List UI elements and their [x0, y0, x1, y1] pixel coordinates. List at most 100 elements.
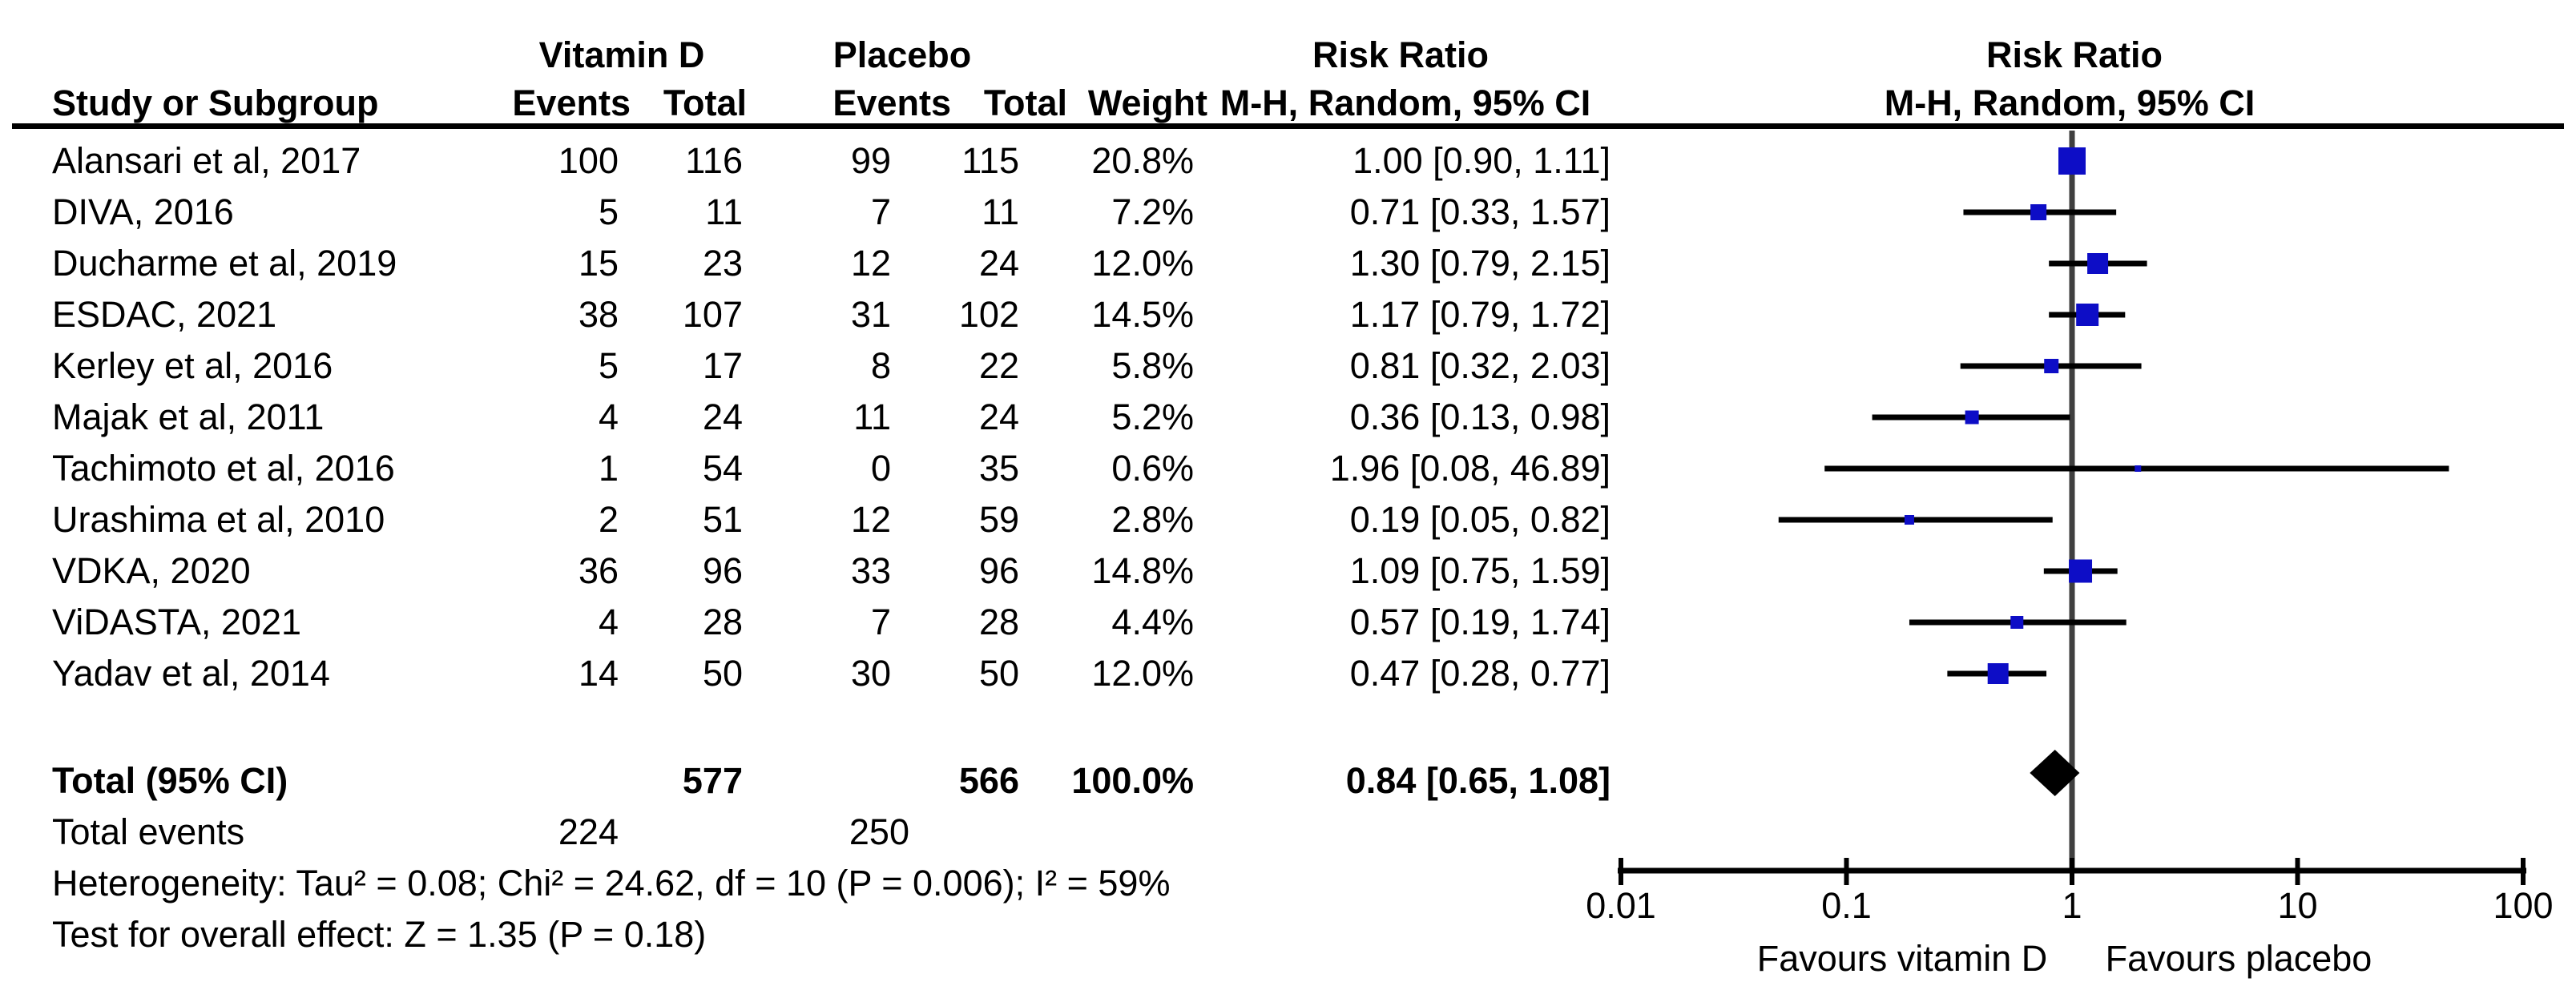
weight-square [2069, 559, 2093, 583]
weight-square [1965, 410, 1979, 425]
rr-estimate-cell: 0.81 [0.32, 2.03] [1349, 345, 1611, 386]
total-label: Total (95% CI) [52, 760, 288, 801]
weight-cell: 7.2% [1111, 191, 1194, 232]
events2-cell: 11 [853, 396, 891, 437]
heterogeneity-stats: Heterogeneity: Tau² = 0.08; Chi² = 24.62… [52, 863, 1171, 903]
events1-cell: 5 [598, 191, 619, 232]
total-total2: 566 [958, 760, 1019, 801]
weight-cell: 5.2% [1111, 396, 1194, 437]
events1-cell: 38 [578, 294, 619, 335]
total1-cell: 107 [682, 294, 743, 335]
axis-tick-label: 10 [2277, 885, 2318, 926]
weight-square [1904, 515, 1914, 525]
events2-cell: 99 [850, 140, 891, 181]
events1-cell: 36 [578, 550, 619, 591]
pooled-diamond [2030, 750, 2080, 796]
study-name: Urashima et al, 2010 [52, 499, 385, 540]
total1-cell: 96 [702, 550, 743, 591]
events1-cell: 100 [558, 140, 619, 181]
rr-estimate-cell: 0.47 [0.28, 0.77] [1349, 653, 1611, 694]
total2-cell: 24 [978, 396, 1019, 437]
total2-cell: 50 [978, 653, 1019, 694]
risk-ratio-text-header: Risk Ratio [1312, 34, 1490, 75]
events2-cell: 12 [850, 499, 891, 540]
weight-cell: 14.5% [1091, 294, 1194, 335]
total2-cell: 59 [978, 499, 1019, 540]
weight-square [2010, 616, 2024, 629]
study-name: Kerley et al, 2016 [52, 345, 333, 386]
events2-cell: 31 [850, 294, 891, 335]
events1-cell: 4 [598, 396, 619, 437]
total-weight: 100.0% [1071, 760, 1194, 801]
events1-cell: 14 [578, 653, 619, 694]
col-header-weight: Weight [1087, 83, 1207, 123]
study-name: ViDASTA, 2021 [52, 602, 302, 642]
col-header-mh-text: M-H, Random, 95% CI [1219, 83, 1591, 123]
total2-cell: 96 [978, 550, 1019, 591]
axis-tick-label: 0.1 [1821, 885, 1872, 926]
weight-cell: 2.8% [1111, 499, 1194, 540]
total-events2: 250 [849, 811, 909, 852]
weight-square [2044, 359, 2059, 373]
study-name: Majak et al, 2011 [52, 396, 325, 437]
total2-cell: 24 [978, 243, 1019, 284]
rr-estimate-cell: 1.17 [0.79, 1.72] [1349, 294, 1611, 335]
events1-cell: 1 [598, 448, 619, 489]
axis-tick-label: 100 [2493, 885, 2554, 926]
weight-square [1987, 663, 2009, 684]
weight-cell: 0.6% [1111, 448, 1194, 489]
total2-cell: 22 [978, 345, 1019, 386]
col-header-total2: Total [983, 83, 1067, 123]
col-header-mh-plot: M-H, Random, 95% CI [1884, 83, 2256, 123]
events1-cell: 4 [598, 602, 619, 642]
study-name: Tachimoto et al, 2016 [52, 448, 395, 489]
group2-header: Placebo [832, 34, 972, 75]
weight-cell: 4.4% [1111, 602, 1194, 642]
weight-cell: 12.0% [1091, 243, 1194, 284]
axis-tick-label: 1 [2062, 885, 2082, 926]
total-total1: 577 [682, 760, 743, 801]
favours-left-label: Favours vitamin D [1756, 938, 2048, 979]
weight-square [2076, 304, 2099, 326]
total-events-label: Total events [52, 811, 245, 852]
weight-square [2135, 465, 2142, 472]
weight-square [2058, 147, 2086, 175]
events2-cell: 0 [870, 448, 891, 489]
favours-right-label: Favours placebo [2105, 938, 2372, 979]
rr-estimate-cell: 0.57 [0.19, 1.74] [1349, 602, 1611, 642]
events1-cell: 2 [598, 499, 619, 540]
total1-cell: 11 [705, 191, 743, 232]
total2-cell: 102 [958, 294, 1019, 335]
rr-estimate-cell: 1.96 [0.08, 46.89] [1329, 448, 1611, 489]
total1-cell: 28 [702, 602, 743, 642]
total-events1: 224 [558, 811, 619, 852]
events2-cell: 33 [850, 550, 891, 591]
weight-square [2087, 253, 2109, 274]
overall-effect-test: Test for overall effect: Z = 1.35 (P = 0… [52, 914, 707, 955]
risk-ratio-plot-header: Risk Ratio [1985, 34, 2163, 75]
total1-cell: 54 [702, 448, 743, 489]
total1-cell: 51 [702, 499, 743, 540]
total1-cell: 116 [685, 140, 743, 181]
events2-cell: 7 [870, 191, 891, 232]
study-name: ESDAC, 2021 [52, 294, 277, 335]
events2-cell: 8 [870, 345, 891, 386]
study-name: Ducharme et al, 2019 [52, 243, 397, 284]
rr-estimate-cell: 1.09 [0.75, 1.59] [1349, 550, 1611, 591]
weight-square [2030, 204, 2047, 220]
total1-cell: 17 [702, 345, 743, 386]
rr-estimate-cell: 1.00 [0.90, 1.11] [1353, 140, 1611, 181]
events1-cell: 15 [578, 243, 619, 284]
weight-cell: 12.0% [1091, 653, 1194, 694]
rr-estimate-cell: 0.71 [0.33, 1.57] [1349, 191, 1611, 232]
total2-cell: 11 [982, 191, 1019, 232]
study-name: VDKA, 2020 [52, 550, 251, 591]
weight-cell: 14.8% [1091, 550, 1194, 591]
col-header-events2: Events [832, 83, 951, 123]
rr-estimate-cell: 0.19 [0.05, 0.82] [1349, 499, 1611, 540]
events2-cell: 7 [870, 602, 891, 642]
group1-header: Vitamin D [538, 34, 705, 75]
axis-tick-label: 0.01 [1586, 885, 1656, 926]
